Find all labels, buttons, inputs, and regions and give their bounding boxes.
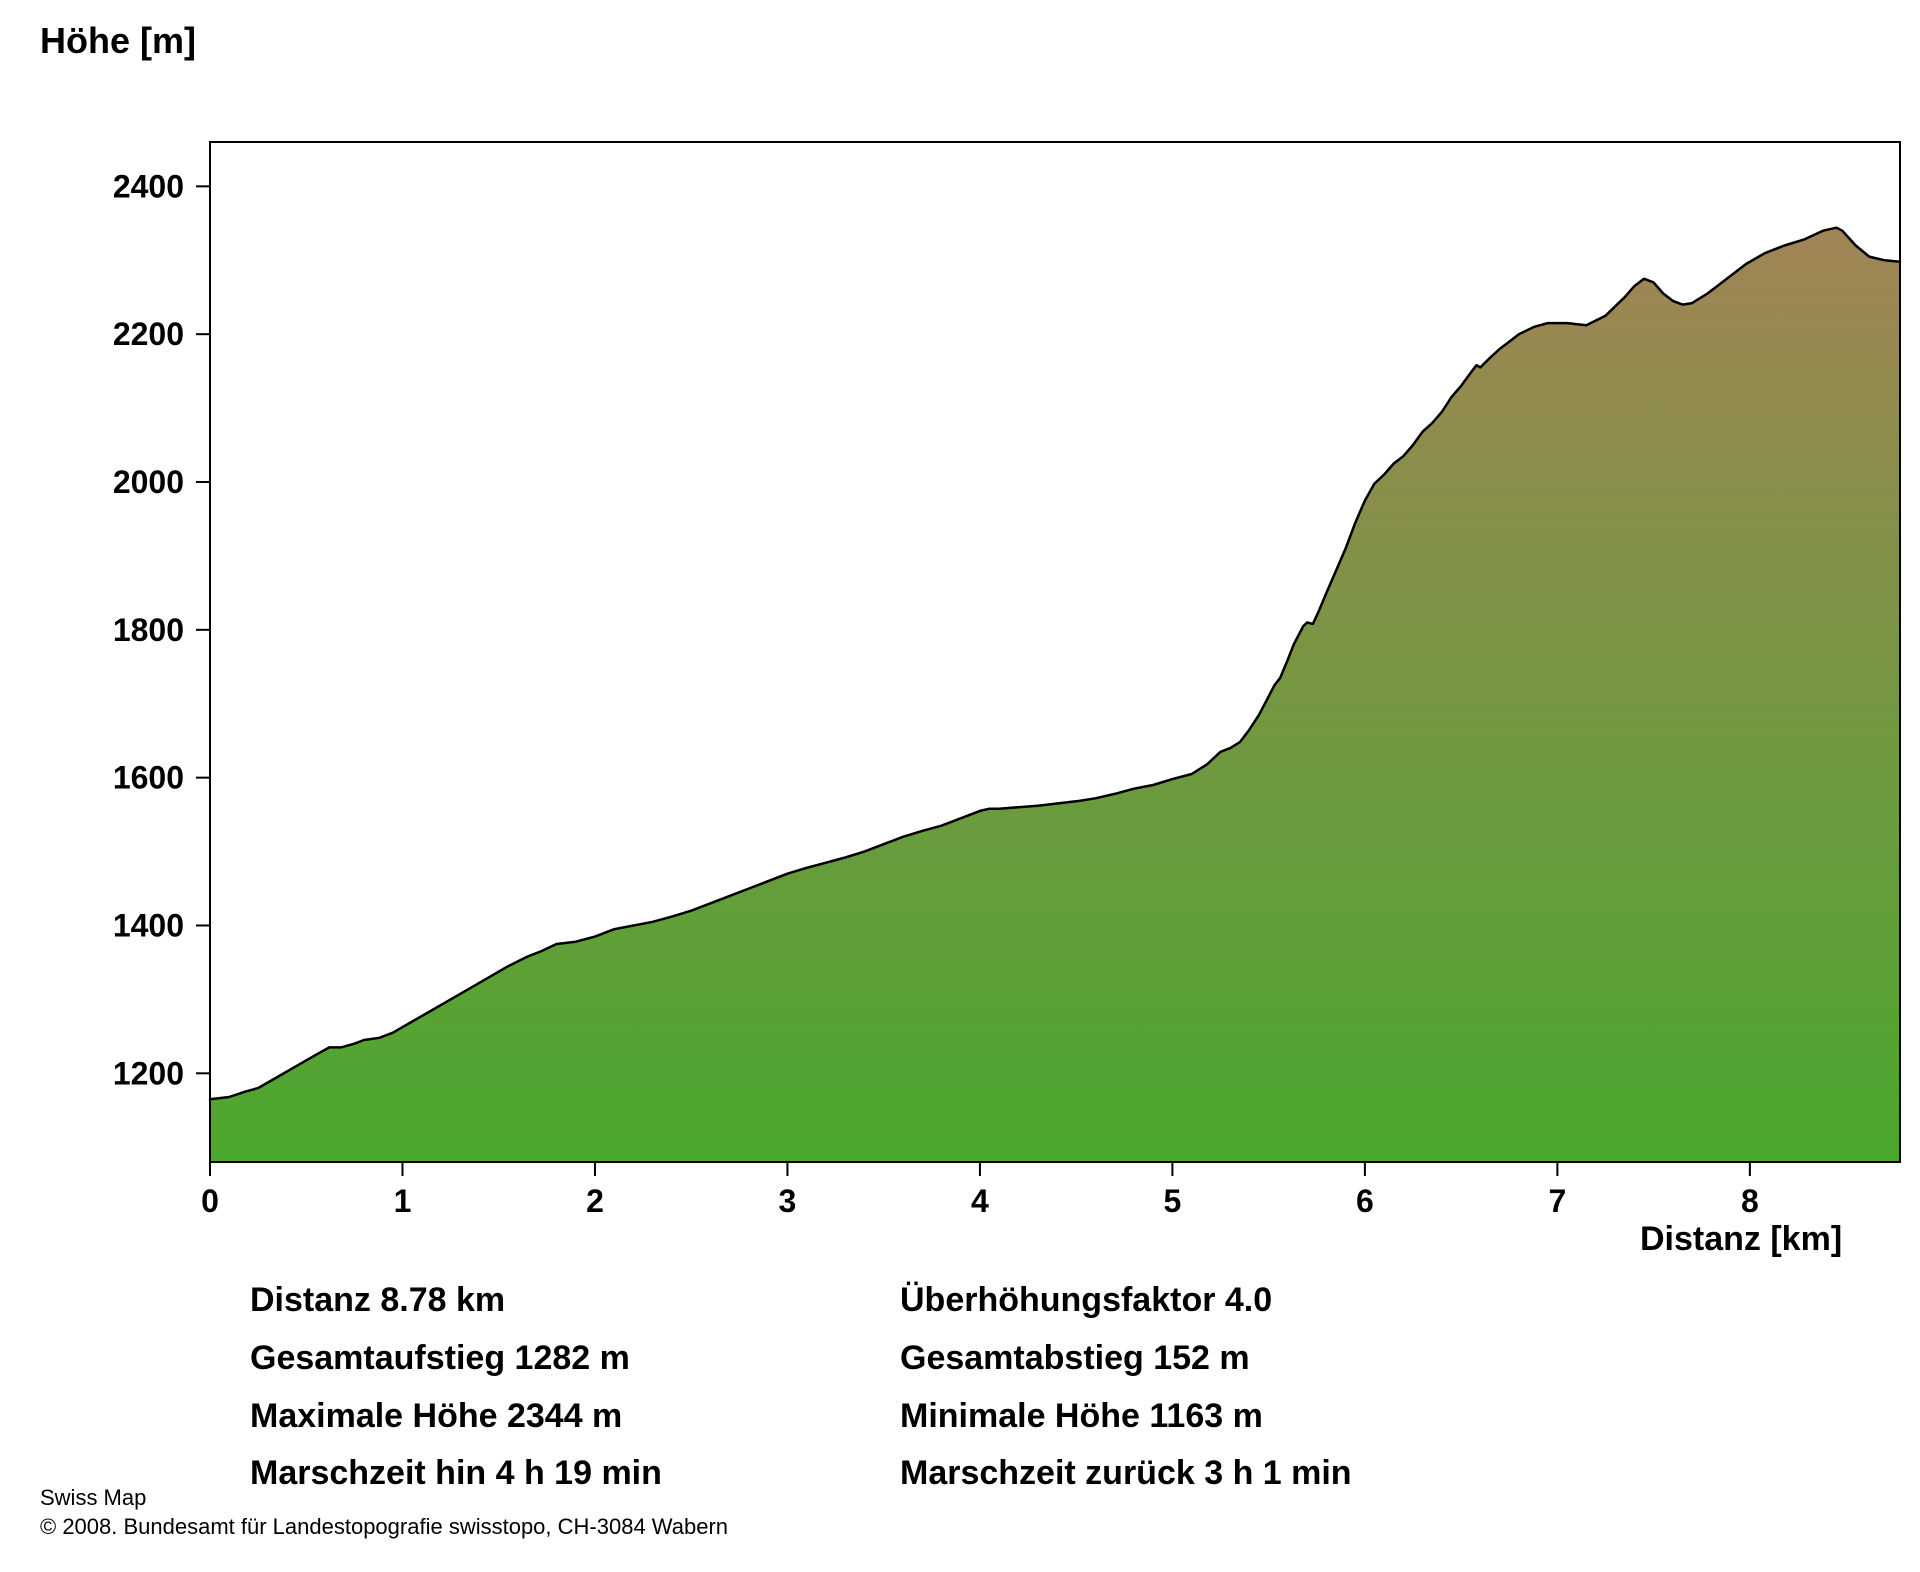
- stats-right: Überhöhungsfaktor 4.0Gesamtabstieg 152 m…: [900, 1272, 1352, 1503]
- y-tick-label: 1800: [113, 612, 184, 648]
- x-tick-label: 8: [1741, 1183, 1759, 1219]
- y-tick-label: 2400: [113, 168, 184, 204]
- x-axis-title: Distanz [km]: [1640, 1220, 1842, 1259]
- stat-line: Maximale Höhe 2344 m: [250, 1388, 662, 1446]
- footer-line-1: Swiss Map: [40, 1483, 728, 1513]
- x-tick-label: 1: [394, 1183, 412, 1219]
- x-tick-label: 7: [1548, 1183, 1566, 1219]
- y-tick-label: 1400: [113, 907, 184, 943]
- stat-line: Überhöhungsfaktor 4.0: [900, 1272, 1352, 1330]
- y-axis-title: Höhe [m]: [40, 20, 1880, 62]
- x-tick-label: 2: [586, 1183, 604, 1219]
- stat-line: Gesamtabstieg 152 m: [900, 1330, 1352, 1388]
- x-tick-label: 0: [201, 1183, 219, 1219]
- y-tick-label: 2000: [113, 464, 184, 500]
- elevation-chart: 1200140016001800200022002400012345678 Di…: [40, 72, 1880, 1247]
- footer-line-2: © 2008. Bundesamt für Landestopografie s…: [40, 1512, 728, 1542]
- stats-left: Distanz 8.78 kmGesamtaufstieg 1282 mMaxi…: [250, 1272, 662, 1503]
- y-tick-label: 2200: [113, 316, 184, 352]
- x-tick-label: 5: [1164, 1183, 1182, 1219]
- stat-line: Marschzeit zurück 3 h 1 min: [900, 1445, 1352, 1503]
- x-tick-label: 6: [1356, 1183, 1374, 1219]
- stat-line: Minimale Höhe 1163 m: [900, 1388, 1352, 1446]
- footer-credit: Swiss Map © 2008. Bundesamt für Landesto…: [40, 1483, 728, 1542]
- stat-line: Distanz 8.78 km: [250, 1272, 662, 1330]
- stat-line: Gesamtaufstieg 1282 m: [250, 1330, 662, 1388]
- x-tick-label: 4: [971, 1183, 989, 1219]
- y-tick-label: 1200: [113, 1055, 184, 1091]
- x-tick-label: 3: [779, 1183, 797, 1219]
- y-tick-label: 1600: [113, 760, 184, 796]
